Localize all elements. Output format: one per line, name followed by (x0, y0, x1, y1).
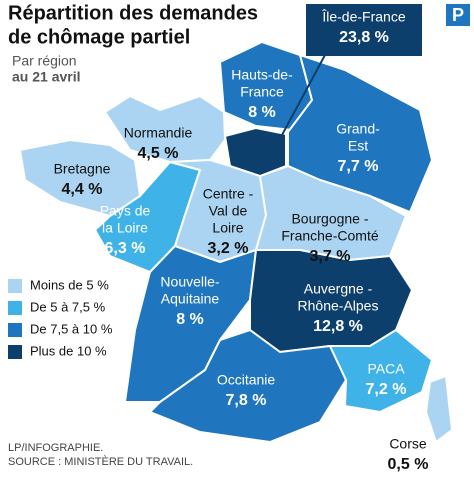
legend-swatch (8, 345, 22, 359)
region-shape (224, 127, 287, 177)
region-name: Loire (212, 220, 243, 236)
region-name: Grand- (336, 121, 380, 137)
region-value: 4,4 % (62, 181, 103, 198)
region-name: Auvergne - (304, 281, 373, 297)
legend-label: De 7,5 à 10 % (30, 321, 113, 336)
region-value: 8 % (248, 104, 276, 121)
title: Répartition des demandes (8, 2, 258, 24)
legend-label: Plus de 10 % (30, 343, 107, 358)
region-name: la Loire (102, 220, 148, 236)
region-value: 23,8 % (339, 29, 389, 46)
legend-label: Moins de 5 % (30, 277, 109, 292)
region-name: Centre - (203, 186, 254, 202)
logo-text: P (452, 5, 464, 25)
legend-label: De 5 à 7,5 % (30, 299, 106, 314)
region-value: 6,3 % (105, 240, 146, 257)
region-name: Val de (209, 203, 248, 219)
region-name: Hauts-de- (231, 67, 293, 83)
region-name: Occitanie (217, 372, 276, 388)
source: SOURCE : MINISTÈRE DU TRAVAIL. (8, 455, 193, 468)
region-value: 3,2 % (208, 240, 249, 257)
legend: Moins de 5 % De 5 à 7,5 % De 7,5 à 10 % Plu… (8, 277, 113, 359)
region-name: Pays de (100, 203, 151, 219)
region-name: Franche-Comté (281, 228, 378, 244)
region-name: Normandie (124, 125, 193, 141)
legend-swatch (8, 301, 22, 315)
region-shape (149, 329, 347, 443)
region-name: France (240, 84, 284, 100)
region-name: Est (348, 138, 368, 154)
credit: LP/INFOGRAPHIE. (8, 442, 103, 454)
callout-line (281, 54, 326, 136)
region-shape (425, 375, 453, 443)
region-shape (104, 95, 226, 163)
region-name: Bourgogne - (291, 211, 368, 227)
legend-swatch (8, 279, 22, 293)
region-value: 7,7 % (338, 158, 379, 175)
region-name: Corse (389, 436, 427, 452)
region-name: Rhône-Alpes (298, 298, 379, 314)
regions (19, 41, 453, 443)
region-value: 7,8 % (226, 392, 267, 409)
region-value: 8 % (176, 311, 204, 328)
region-name: Nouvelle- (160, 274, 219, 290)
date: au 21 avril (12, 69, 81, 85)
region-value: 0,5 % (388, 456, 429, 473)
region-value: 7,2 % (366, 381, 407, 398)
region-name: Bretagne (54, 161, 111, 177)
subtitle: Par région (12, 53, 77, 69)
logo (446, 4, 470, 26)
region-name: Île-de-France (321, 9, 405, 25)
title: de chômage partiel (8, 26, 190, 48)
callout-box (306, 4, 422, 56)
region-value: 3,7 % (310, 248, 351, 265)
region-value: 12,8 % (313, 318, 363, 335)
region-name: PACA (367, 361, 405, 377)
legend-swatch (8, 323, 22, 337)
region-shape (329, 329, 433, 413)
region-value: 4,5 % (138, 145, 179, 162)
labels: Île-de-France 23,8 % Hauts-de-France 8 % Gra… (54, 9, 429, 474)
region-name: Aquitaine (161, 291, 220, 307)
